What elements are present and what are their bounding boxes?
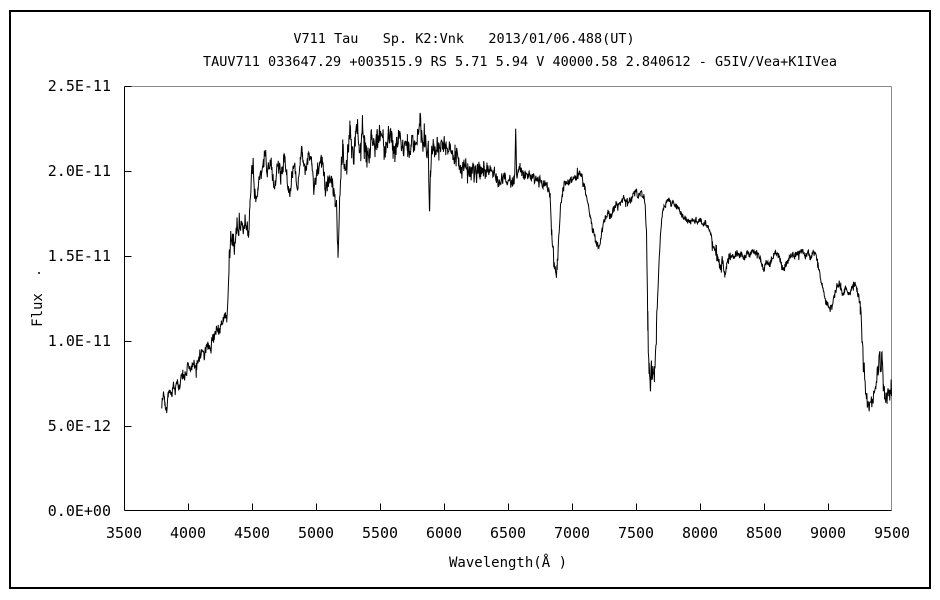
- x-tick-label: 4000: [169, 524, 207, 542]
- y-tick-label: 5.0E-12: [47, 417, 111, 435]
- x-axis-title: Wavelength(Å ): [448, 555, 568, 571]
- y-axis-title: Flux: [30, 293, 46, 327]
- chart-title: V711 Tau Sp. K2:Vnk 2013/01/06.488(UT): [293, 31, 635, 47]
- y-tick-label: 1.0E-11: [47, 332, 111, 350]
- x-tick-label: 3500: [105, 524, 143, 542]
- x-tick-label: 6000: [425, 524, 463, 542]
- x-tick-label: 7500: [617, 524, 655, 542]
- y-tick-label: 1.5E-11: [47, 247, 111, 265]
- x-tick-label: 8000: [681, 524, 719, 542]
- plot-area: [124, 86, 892, 511]
- x-tick-label: 4500: [233, 524, 271, 542]
- y-tick-label: 0.0E+00: [47, 502, 111, 520]
- figure-border: [9, 10, 931, 589]
- spectrum-line: [161, 112, 892, 414]
- y-tick-label: 2.5E-11: [47, 77, 111, 95]
- x-tick-label: 9500: [873, 524, 911, 542]
- x-tick-label: 5500: [361, 524, 399, 542]
- x-tick-label: 5000: [297, 524, 335, 542]
- stray-mark: [38, 272, 40, 274]
- y-tick-label: 2.0E-11: [47, 162, 111, 180]
- x-tick-label: 7000: [553, 524, 591, 542]
- x-tick-label: 6500: [489, 524, 527, 542]
- x-tick-label: 8500: [745, 524, 783, 542]
- chart-subtitle: TAUV711 033647.29 +003515.9 RS 5.71 5.94…: [203, 54, 837, 70]
- x-tick-label: 9000: [809, 524, 847, 542]
